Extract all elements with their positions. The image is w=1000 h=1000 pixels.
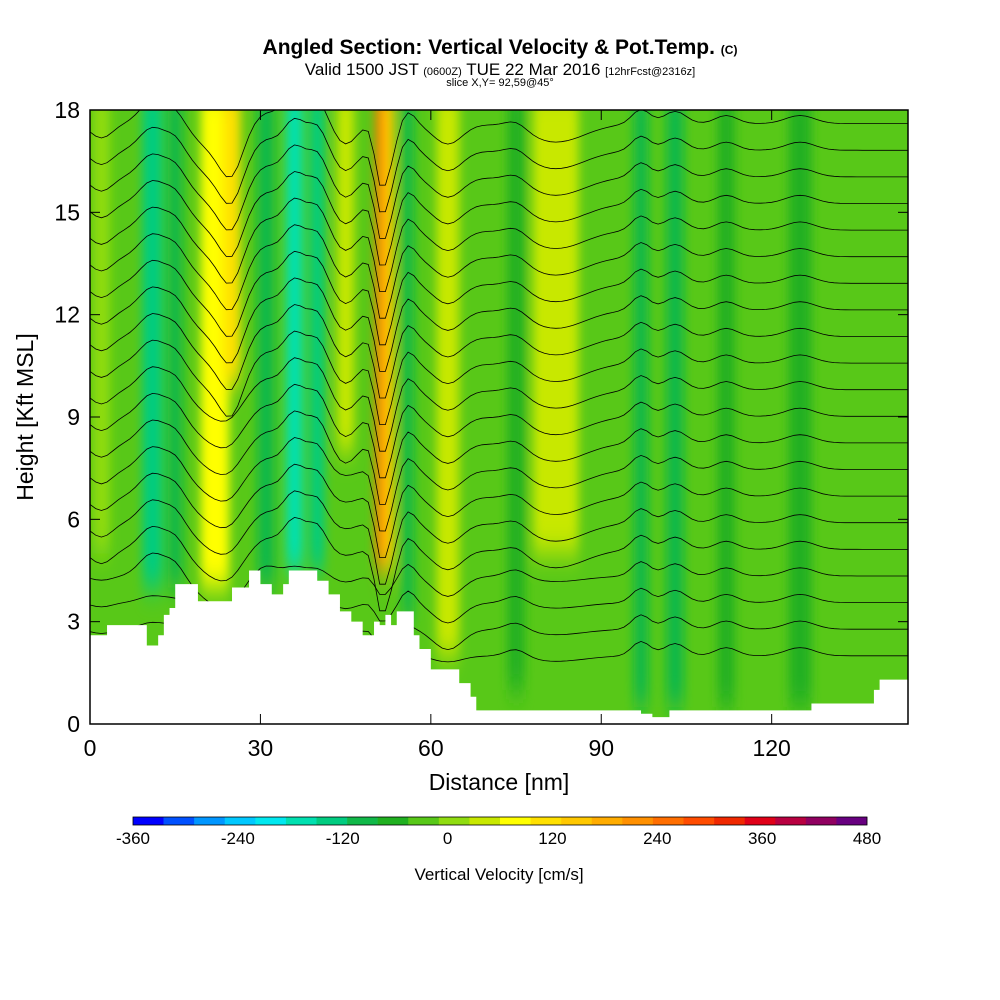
colorbar-bin: [561, 817, 593, 825]
colorbar-bin: [224, 817, 256, 825]
theta-isentrope: [90, 463, 908, 558]
chart-title: Angled Section: Vertical Velocity & Pot.…: [0, 36, 1000, 60]
velocity-column: [285, 110, 304, 571]
y-axis-label: Height [Kft MSL]: [12, 333, 38, 500]
colorbar-bin: [775, 817, 807, 825]
x-tick-label: 120: [752, 735, 790, 761]
velocity-column: [257, 110, 275, 588]
colorbar-bin: [194, 817, 226, 825]
theta-isentrope: [90, 277, 908, 372]
x-tick-label: 60: [418, 735, 444, 761]
x-axis-label: Distance [nm]: [429, 769, 570, 795]
velocity-column: [788, 110, 812, 707]
valid-zulu: (0600Z): [423, 66, 462, 78]
colorbar-bin: [805, 817, 837, 825]
x-tick-label: 30: [248, 735, 274, 761]
y-tick-label: 15: [54, 199, 80, 225]
colorbar-bin: [133, 817, 164, 825]
colorbar-bin: [255, 817, 287, 825]
y-tick-label: 0: [67, 711, 80, 737]
theta-isentrope: [90, 410, 908, 505]
colorbar-bin: [285, 817, 317, 825]
theta-isentrope: [90, 357, 908, 452]
velocity-column: [310, 110, 325, 571]
valid-date: TUE 22 Mar 2016: [466, 60, 601, 79]
velocity-column: [168, 110, 183, 588]
forecast-info: [12hrFcst@2316z]: [605, 66, 696, 78]
colorbar-bin: [652, 817, 684, 825]
theta-isentrope: [90, 304, 908, 399]
colorbar-bin: [438, 817, 470, 825]
theta-isentrope: [90, 117, 908, 213]
colorbar-tick-label: 480: [853, 829, 881, 848]
theta-isentrope: [90, 197, 908, 292]
colorbar-frame: [132, 816, 868, 826]
colorbar-bin: [500, 817, 531, 825]
colorbar-bin: [714, 817, 745, 825]
colorbar-bin: [591, 817, 623, 825]
x-tick-label: 0: [84, 735, 97, 761]
colorbar-tick-label: 240: [643, 829, 671, 848]
terrain-mask: [90, 570, 908, 724]
velocity-column: [436, 110, 460, 656]
colorbar-tick-label: 0: [443, 829, 452, 848]
colorbar-tick-label: -120: [326, 829, 360, 848]
y-tick-label: 6: [67, 506, 80, 532]
colorbar-tick-label: 120: [538, 829, 566, 848]
velocity-column: [402, 110, 414, 622]
colorbar-bin: [622, 817, 654, 825]
colorbar-bin: [377, 817, 409, 825]
x-tick-label: 90: [588, 735, 614, 761]
theta-isentrope: [90, 250, 908, 346]
colorbar-bin: [316, 817, 348, 825]
velocity-column: [142, 110, 163, 588]
axes: 0 30 60 90 120 0 3 6 9 12 15 18: [54, 97, 908, 761]
colorbar-bin: [744, 817, 776, 825]
colorbar-bin: [530, 817, 562, 825]
theta-isentrope: [90, 383, 908, 479]
colorbar-bin: [163, 817, 195, 825]
theta-isentrope: [90, 144, 908, 239]
colorbar-tick-label: 360: [748, 829, 776, 848]
y-tick-label: 18: [54, 97, 80, 123]
colorbar-label: Vertical Velocity [cm/s]: [414, 865, 583, 884]
colorbar-bin: [836, 817, 868, 825]
colorbar-bin: [469, 817, 501, 825]
theta-isentrope: [90, 516, 908, 612]
y-tick-label: 12: [54, 302, 80, 328]
y-tick-label: 3: [67, 609, 80, 635]
velocity-column: [633, 110, 649, 707]
chart-title-unit: (C): [720, 43, 738, 57]
theta-isentrope: [90, 490, 908, 585]
colorbar-bin: [347, 817, 378, 825]
velocity-column: [666, 110, 684, 707]
plot-area: [90, 110, 908, 724]
y-tick-label: 9: [67, 404, 80, 430]
colorbar: -360 -240 -120 0 120 240 360 480: [116, 816, 881, 848]
colorbar-bin: [683, 817, 715, 825]
theta-isentrope: [90, 110, 908, 186]
colorbar-bin: [408, 817, 440, 825]
velocity-column: [375, 110, 384, 571]
velocity-column: [92, 110, 110, 554]
velocity-column: [507, 110, 525, 690]
velocity-field: [92, 110, 812, 707]
velocity-column: [223, 110, 241, 383]
velocity-column: [382, 110, 394, 571]
valid-time: Valid 1500 JST: [304, 60, 419, 79]
velocity-column: [533, 110, 579, 554]
chart-subtitle: Valid 1500 JST (0600Z) TUE 22 Mar 2016 […: [0, 60, 1000, 80]
theta-isentrope: [90, 171, 908, 266]
theta-contours: [90, 110, 908, 675]
colorbar-tick-label: -360: [116, 829, 150, 848]
theta-isentrope: [90, 330, 908, 425]
theta-isentrope: [90, 437, 908, 532]
slice-info: slice X,Y= 92,59@45°: [446, 77, 554, 89]
chart-title-text: Angled Section: Vertical Velocity & Pot.…: [262, 36, 715, 59]
theta-isentrope: [90, 224, 908, 319]
velocity-column: [717, 110, 735, 707]
colorbar-tick-label: -240: [221, 829, 255, 848]
